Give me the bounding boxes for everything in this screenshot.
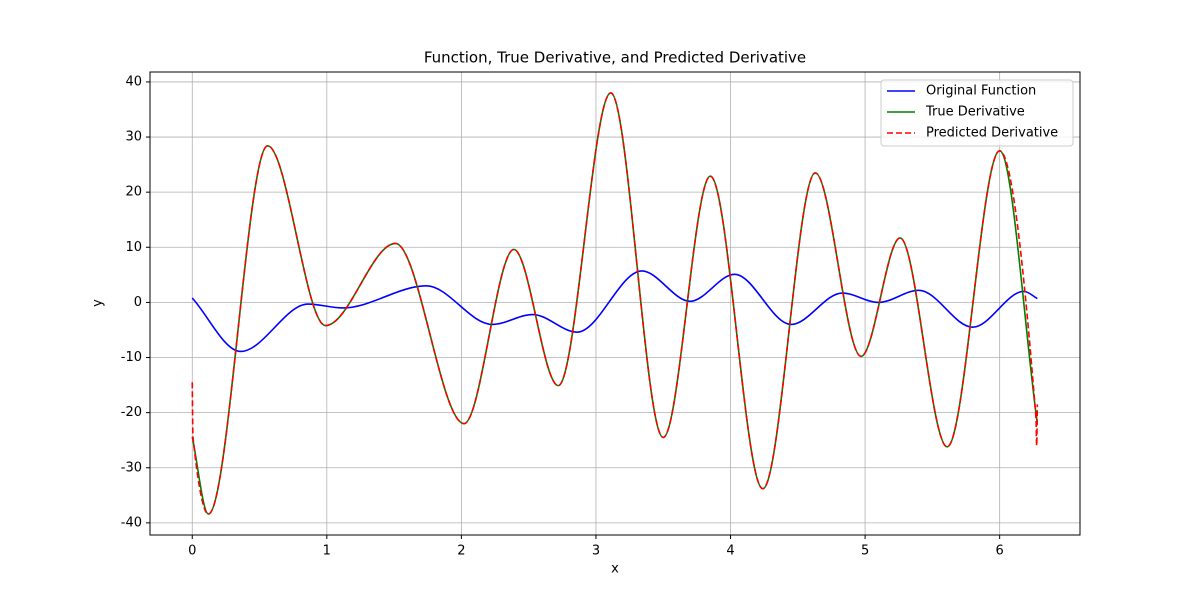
x-tick-label: 3 <box>592 544 600 559</box>
y-tick-label: -10 <box>121 350 142 365</box>
legend-label: Predicted Derivative <box>926 126 1058 141</box>
x-tick-label: 0 <box>188 544 196 559</box>
line-series <box>191 270 1038 353</box>
x-tick-label: 6 <box>996 544 1004 559</box>
plot-frame <box>149 71 1081 536</box>
line-series <box>191 92 1039 515</box>
x-tick-label: 5 <box>861 544 869 559</box>
legend-box <box>880 79 1074 147</box>
y-tick-label: -30 <box>121 460 142 475</box>
y-tick-label: -40 <box>121 515 142 530</box>
legend-label: Original Function <box>926 84 1036 99</box>
y-tick-label: 10 <box>125 240 142 255</box>
x-tick-label: 2 <box>457 544 465 559</box>
y-tick-label: 20 <box>125 185 142 200</box>
y-tick-label: 0 <box>134 295 142 310</box>
y-axis-label: y <box>91 299 106 307</box>
y-tick-label: 40 <box>125 74 142 89</box>
line-series <box>191 92 1039 515</box>
y-tick-label: 30 <box>125 130 142 145</box>
x-tick-label: 4 <box>726 544 734 559</box>
y-tick-label: -20 <box>121 405 142 420</box>
chart-title: Function, True Derivative, and Predicted… <box>424 49 806 67</box>
legend: Original Function True Derivative Predicte… <box>880 79 1074 147</box>
x-tick-label: 1 <box>323 544 331 559</box>
x-axis-label: x <box>611 562 619 577</box>
legend-label: True Derivative <box>925 105 1025 120</box>
